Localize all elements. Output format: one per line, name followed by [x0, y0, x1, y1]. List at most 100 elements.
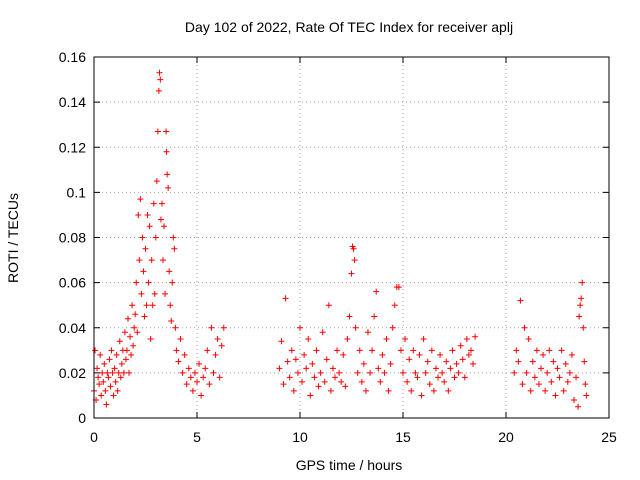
data-point	[150, 200, 157, 207]
data-point	[181, 351, 188, 358]
data-point	[338, 378, 345, 385]
y-tick-label: 0.02	[59, 365, 86, 381]
data-point	[218, 342, 225, 349]
data-point	[120, 369, 127, 376]
data-point	[106, 356, 113, 363]
data-point	[467, 347, 474, 354]
data-point	[455, 369, 462, 376]
data-point	[556, 374, 563, 381]
data-point	[373, 288, 380, 295]
data-point	[387, 360, 394, 367]
data-point	[126, 369, 133, 376]
data-point	[381, 369, 388, 376]
data-point	[168, 317, 175, 324]
data-point	[340, 351, 347, 358]
data-point	[189, 387, 196, 394]
data-point	[352, 324, 359, 331]
data-point	[472, 333, 479, 340]
data-point	[216, 374, 223, 381]
data-point	[412, 369, 419, 376]
data-point	[583, 392, 590, 399]
data-point	[379, 351, 386, 358]
data-point	[206, 381, 213, 388]
data-point	[323, 356, 330, 363]
data-point	[535, 381, 542, 388]
data-point	[451, 374, 458, 381]
data-point	[163, 148, 170, 155]
data-point	[367, 369, 374, 376]
data-point	[140, 268, 147, 275]
data-point	[185, 365, 192, 372]
y-tick-label: 0.1	[67, 184, 87, 200]
data-point	[527, 387, 534, 394]
data-point	[346, 313, 353, 320]
y-tick-label: 0.16	[59, 49, 86, 65]
data-point	[375, 365, 382, 372]
data-point	[461, 374, 468, 381]
data-point	[548, 378, 555, 385]
y-tick-label: 0.14	[59, 94, 86, 110]
data-point	[517, 297, 524, 304]
data-point	[115, 369, 122, 376]
data-point	[579, 279, 586, 286]
data-point	[327, 387, 334, 394]
x-tick-label: 5	[193, 429, 201, 445]
data-point	[529, 358, 536, 365]
data-point	[98, 392, 105, 399]
data-point	[544, 369, 551, 376]
data-point	[511, 369, 518, 376]
data-point	[358, 378, 365, 385]
data-point	[121, 329, 128, 336]
data-point	[191, 369, 198, 376]
data-point	[297, 324, 303, 331]
data-point	[110, 392, 117, 399]
x-tick-label: 0	[90, 429, 98, 445]
data-point	[166, 268, 173, 275]
data-point	[292, 356, 299, 363]
data-point	[114, 387, 121, 394]
data-point	[564, 378, 571, 385]
data-point	[170, 234, 177, 241]
data-point	[319, 329, 326, 336]
data-point	[163, 128, 170, 135]
data-point	[449, 347, 456, 354]
data-point	[371, 313, 378, 320]
data-point	[167, 302, 174, 309]
data-point	[445, 387, 452, 394]
data-point	[307, 392, 314, 399]
data-point	[369, 347, 376, 354]
data-point	[519, 381, 526, 388]
data-point	[408, 387, 415, 394]
data-point	[391, 302, 398, 309]
data-point	[573, 374, 580, 381]
data-point	[311, 374, 318, 381]
data-point	[422, 369, 429, 376]
data-point	[157, 76, 164, 83]
data-point	[402, 336, 409, 343]
data-point	[437, 351, 444, 358]
data-point	[424, 358, 431, 365]
data-point	[196, 360, 203, 367]
y-tick-label: 0.12	[59, 139, 86, 155]
data-point	[576, 313, 583, 320]
y-tick-label: 0.04	[59, 320, 86, 336]
data-point	[132, 311, 139, 318]
data-point	[183, 381, 190, 388]
data-point	[155, 87, 162, 94]
data-point	[198, 392, 205, 399]
grid-lines	[94, 57, 609, 418]
data-point	[282, 295, 289, 302]
data-point	[303, 365, 310, 372]
data-point	[354, 369, 361, 376]
x-axis-label: GPS time / hours	[296, 457, 403, 473]
data-point	[171, 245, 178, 252]
y-axis-label: ROTI / TECUs	[5, 193, 21, 283]
data-point	[568, 351, 575, 358]
y-tick-label: 0.08	[59, 230, 86, 246]
axis-ticks: 0 5 10 15 20 25 0 0.02 0.04 0.06 0.08 0.1 0.12 0.14 0.…	[59, 49, 617, 445]
data-point	[443, 358, 450, 365]
data-point	[453, 360, 460, 367]
data-point	[348, 270, 355, 277]
data-point	[521, 324, 528, 331]
data-point	[321, 378, 328, 385]
